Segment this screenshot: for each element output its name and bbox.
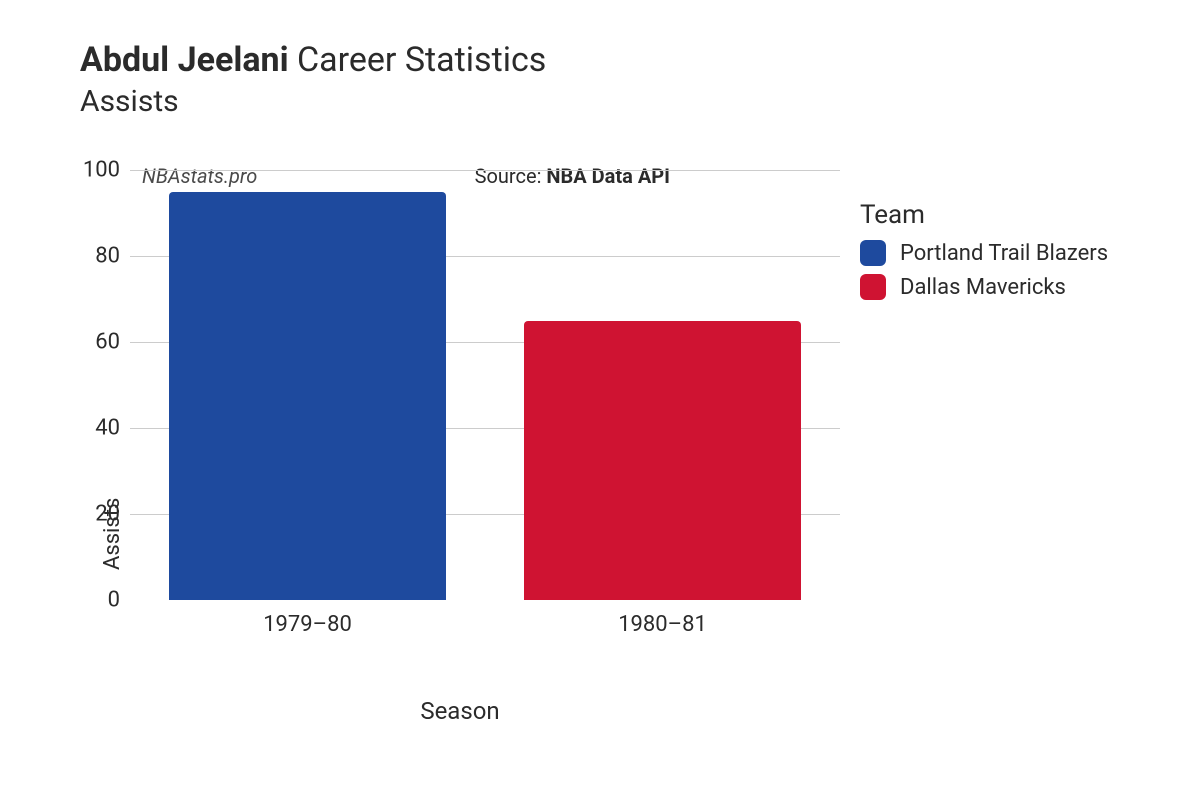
x-tick-label: 1980–81 xyxy=(618,612,707,637)
legend-label: Dallas Mavericks xyxy=(900,275,1066,300)
y-tick-label: 0 xyxy=(70,588,120,613)
source-prefix: Source: xyxy=(475,164,547,188)
source-text: Source: NBA Data API xyxy=(475,164,670,188)
y-tick-label: 80 xyxy=(70,244,120,269)
bar xyxy=(169,192,446,601)
source-name: NBA Data API xyxy=(546,164,670,188)
watermark-text: NBAstats.pro xyxy=(142,164,257,188)
x-axis-label: Season xyxy=(80,697,840,725)
title-player-name: Abdul Jeelani xyxy=(80,40,289,80)
legend-item: Portland Trail Blazers xyxy=(860,240,1108,266)
bar xyxy=(524,321,801,601)
gridline xyxy=(130,170,840,171)
chart-subtitle: Assists xyxy=(80,84,546,119)
y-tick-label: 100 xyxy=(70,158,120,183)
chart-title-block: Abdul Jeelani Career Statistics Assists xyxy=(80,40,546,119)
legend-title: Team xyxy=(860,200,1108,230)
chart-title: Abdul Jeelani Career Statistics xyxy=(80,40,546,80)
legend-swatch xyxy=(860,274,886,300)
legend-swatch xyxy=(860,240,886,266)
legend: Team Portland Trail Blazers Dallas Maveri… xyxy=(860,200,1108,308)
y-tick-label: 20 xyxy=(70,502,120,527)
title-rest: Career Statistics xyxy=(297,40,546,80)
x-tick-label: 1979–80 xyxy=(263,612,352,637)
legend-label: Portland Trail Blazers xyxy=(900,241,1108,266)
chart-region: Assists NBAstats.pro Source: NBA Data AP… xyxy=(80,170,840,650)
y-tick-label: 40 xyxy=(70,416,120,441)
y-tick-label: 60 xyxy=(70,330,120,355)
plot-area: NBAstats.pro Source: NBA Data API 020406… xyxy=(130,170,840,600)
legend-item: Dallas Mavericks xyxy=(860,274,1108,300)
